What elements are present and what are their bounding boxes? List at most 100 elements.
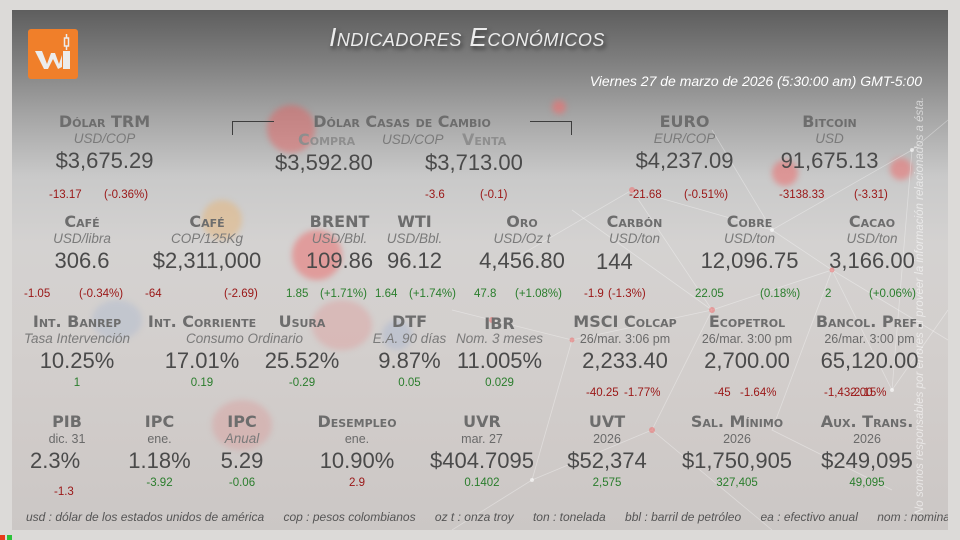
indicator-value: $4,237.09: [635, 148, 734, 173]
indicator-period: 2026: [853, 432, 881, 446]
indicator-cafe-cop: Café COP/125Kg $2,311,000: [142, 213, 272, 275]
indicator-int-banrep: Int. Banrep Tasa Intervención 10.25% 1: [22, 313, 132, 390]
bokeh-decoration: [552, 100, 566, 114]
change-percent: -2.15%: [850, 387, 887, 399]
change-percent: (+1.74%): [409, 288, 456, 300]
indicator-label: Cobre: [726, 212, 773, 231]
change-percent: (+0.06%): [869, 288, 916, 300]
indicator-label: Carbón: [606, 212, 663, 231]
indicator-value: 109.86: [305, 248, 374, 273]
indicator-carbon: Carbón USD/ton: [587, 213, 682, 247]
indicator-value: 17.01%: [164, 348, 240, 373]
change-value: -3.92: [146, 477, 173, 489]
indicator-value: 2.3%: [30, 448, 81, 473]
indicator-value: $52,374: [567, 448, 647, 473]
indicator-unit: USD/ton: [723, 231, 776, 246]
indicator-label: IPC: [144, 412, 175, 431]
indicator-value: 25.52%: [264, 348, 340, 373]
change-percent: (-3.31): [854, 189, 888, 201]
indicator-cobre: Cobre USD/ton 12,096.75: [687, 213, 812, 275]
change-value: 1: [73, 377, 81, 389]
indicator-uvr: UVR mar. 27 $404.7095 0.1402: [417, 412, 547, 490]
change-percent: -1.77%: [624, 387, 661, 399]
indicator-value: 12,096.75: [700, 248, 799, 273]
change-percent: (+1.08%): [515, 288, 562, 300]
indicator-unit: Nom. 3 meses: [455, 331, 544, 346]
indicator-value: 306.6: [54, 248, 110, 273]
indicator-value: 91,675.13: [780, 148, 879, 173]
indicator-label: Café: [64, 212, 100, 231]
compra-label: Compra: [298, 130, 356, 149]
indicator-label: Dólar TRM: [58, 112, 151, 131]
indicator-timestamp: 26/mar. 3:00 pm: [701, 332, 793, 346]
wi-logo-icon: [28, 29, 78, 79]
indicator-label: Oro: [506, 212, 538, 231]
indicator-ibr: IBR Nom. 3 meses 11.005% 0.029: [452, 313, 547, 390]
indicator-value: 2,233.40: [582, 348, 668, 373]
indicator-unit: Anual: [224, 431, 260, 446]
indicator-msci-colcap: MSCI Colcap 26/mar. 3:06 pm 2,233.40: [565, 313, 685, 375]
indicator-euro: EURO EUR/COP $4,237.09: [612, 113, 757, 175]
indicator-value: 1.18%: [128, 448, 191, 473]
indicator-dolar-trm: Dólar TRM USD/COP $3,675.29: [32, 113, 177, 175]
change-value: -1.3: [54, 486, 74, 498]
indicator-value: 3,166.00: [829, 248, 915, 273]
indicator-value: $249,095: [821, 448, 913, 473]
indicator-period: ene.: [344, 432, 370, 446]
indicator-label: Ecopetrol: [708, 312, 786, 331]
bracket-right: [530, 121, 572, 135]
indicator-label: Bancol. Pref.: [815, 312, 924, 331]
change-percent: (-0.1): [480, 189, 508, 201]
indicator-value: 144: [596, 249, 633, 274]
change-value: 0.05: [398, 377, 421, 389]
change-value: -13.17: [49, 189, 82, 201]
change-value: 2.9: [349, 477, 365, 489]
change-value: 0.19: [190, 377, 214, 389]
indicator-dolar-casas-cambio: Dólar Casas de Cambio: [252, 113, 552, 131]
indicator-unit: Tasa Intervención: [23, 331, 131, 346]
change-value: 1.85: [286, 288, 309, 300]
legend-item: bbl : barril de petróleo: [625, 510, 742, 524]
change-value: 22.05: [695, 288, 724, 300]
indicator-value: $2,311,000: [152, 248, 262, 273]
indicator-unit: USD/ton: [608, 231, 661, 246]
legend-item: ton : tonelada: [532, 510, 606, 524]
change-percent: (+1.71%): [320, 288, 367, 300]
indicator-pib: PIB dic. 31: [32, 413, 102, 447]
indicator-value: 4,456.80: [479, 248, 565, 273]
indicator-period: mar. 27: [461, 432, 503, 446]
indicator-usura: Usura 25.52% -0.29: [257, 313, 347, 390]
indicator-uvt: UVT 2026 $52,374 2,575: [557, 412, 657, 490]
venta-label: Venta: [462, 130, 507, 149]
indicator-ipc: IPC ene. 1.18% -3.92: [122, 412, 197, 490]
indicator-label: PIB: [52, 412, 82, 431]
indicator-period: 2026: [593, 432, 621, 446]
indicator-label: BRENT: [309, 212, 370, 231]
indicator-label: UVT: [588, 412, 626, 431]
indicator-ipc-anual: IPC Anual 5.29 -0.06: [202, 413, 282, 490]
status-indicator-green: [7, 535, 12, 540]
change-value: -0.06: [228, 477, 256, 489]
indicator-label: EURO: [659, 112, 710, 131]
indicator-label: MSCI Colcap: [573, 312, 677, 331]
change-value: 49,095: [849, 477, 885, 489]
change-percent: -1.64%: [740, 387, 777, 399]
indicator-unit: USD/COP: [382, 132, 444, 147]
legend-item: oz t : onza troy: [434, 510, 514, 524]
change-value: -3.6: [425, 189, 445, 201]
indicator-unit: USD/libra: [53, 231, 111, 246]
indicator-label: Int. Corriente: [147, 312, 257, 331]
indicator-unit: USD/COP: [73, 131, 136, 146]
bracket-left: [232, 121, 274, 135]
legend-item: usd : dólar de los estados unidos de amé…: [26, 510, 265, 524]
indicator-value: 5.29: [220, 448, 264, 473]
indicator-label: UVR: [463, 412, 501, 431]
indicator-unit: USD/Bbl.: [386, 231, 443, 246]
indicator-value: 2,700.00: [704, 348, 790, 373]
change-value: -1.05: [24, 288, 51, 300]
indicator-unit: USD/ton: [846, 231, 898, 246]
compra-value: $3,592.80: [275, 150, 373, 175]
indicator-bitcoin: Bitcoin USD 91,675.13: [757, 113, 902, 175]
indicator-unit: USD: [815, 131, 844, 146]
indicator-period: ene.: [147, 432, 172, 446]
